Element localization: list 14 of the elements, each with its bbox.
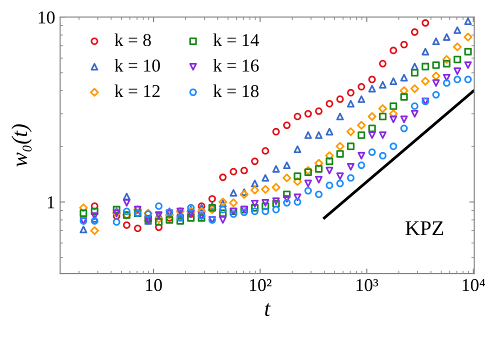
legend-label: k = 16 bbox=[213, 58, 259, 72]
y-axis-title: w₀(t) bbox=[12, 124, 32, 167]
legend-label: k = 18 bbox=[213, 84, 259, 98]
legend-label: k = 14 bbox=[213, 33, 259, 46]
x-tick-label: 10⁴ bbox=[462, 278, 486, 292]
x-tick-label: 10² bbox=[250, 278, 272, 292]
legend-label: k = 8 bbox=[114, 33, 151, 46]
x-tick-label: 10³ bbox=[356, 278, 378, 292]
x-tick-label: 10 bbox=[146, 278, 162, 292]
legend-label: k = 10 bbox=[114, 58, 160, 72]
legend-label: k = 12 bbox=[114, 84, 160, 98]
annotation: KPZ bbox=[405, 221, 444, 236]
x-axis-title: t bbox=[265, 303, 271, 316]
y-tick-label: 1 bbox=[48, 196, 54, 208]
